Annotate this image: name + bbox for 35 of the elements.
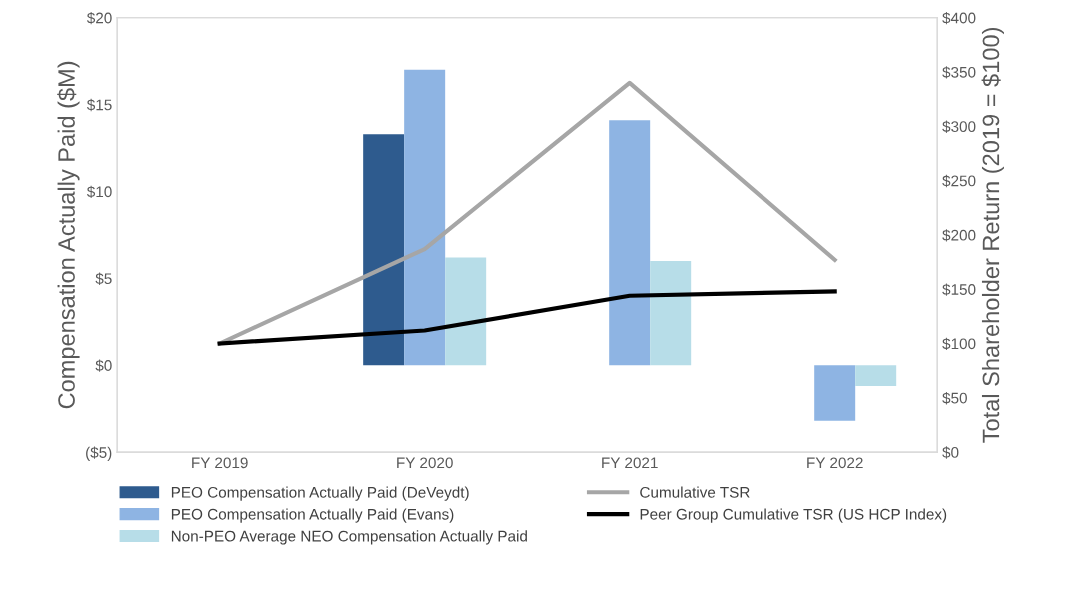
legend-label: Non-PEO Average NEO Compensation Actually Paid [171,530,527,545]
x-tick-label: FY 2021 [602,457,658,469]
y2-tick-label: $50 [942,392,967,405]
legend-label: Peer Group Cumulative TSR (US HCP Index) [640,508,947,523]
bar [650,260,692,366]
y-axis-title: Compensation Actually Paid ($M) [57,61,80,409]
y2-tick-label: $150 [942,283,976,296]
y-tick-label: $0 [95,359,112,372]
bar [609,120,651,366]
y-tick-label: $15 [86,98,112,112]
y2-tick-label: $200 [942,229,976,242]
y2-axis-title: Total Shareholder Return (2019 = $100) [981,28,1004,443]
bar [855,365,897,387]
bar [814,365,856,421]
y2-tick-label: $250 [942,174,976,188]
x-tick-label: FY 2020 [397,457,453,469]
y2-tick-label: $300 [942,120,976,133]
legend-label: Cumulative TSR [640,486,750,498]
line-series [217,80,837,346]
y2-tick-label: $350 [942,66,976,79]
y2-tick-label: $100 [942,337,976,351]
bar [445,257,487,366]
legend-label: PEO Compensation Actually Paid (Evans) [171,508,454,523]
y-tick-label: ($5) [86,446,112,461]
bar [363,134,405,366]
y2-tick-label: $400 [942,11,976,25]
y-tick-label: $20 [86,11,112,25]
x-tick-label: FY 2022 [807,457,863,469]
y2-tick-label: $0 [942,446,959,459]
bar [404,69,446,366]
line-series [217,289,837,346]
x-tick-label: FY 2019 [192,457,248,469]
legend-label: PEO Compensation Actually Paid (DeVeydt) [171,486,469,501]
y-tick-label: $5 [95,272,112,285]
y-tick-label: $10 [86,185,112,199]
